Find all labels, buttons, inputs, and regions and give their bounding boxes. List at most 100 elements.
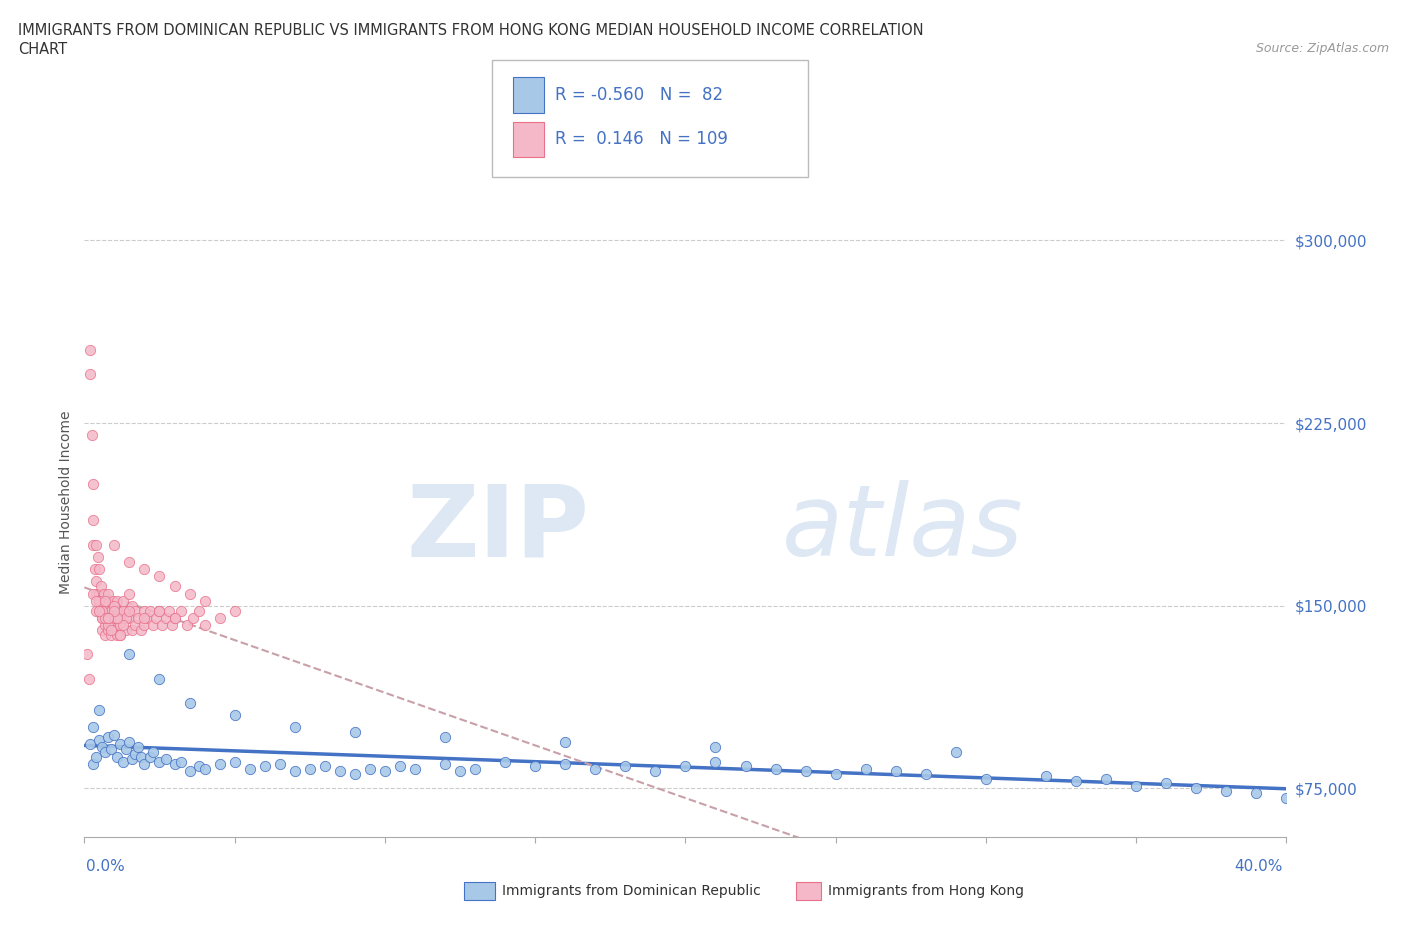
Point: [148, 604, 170, 618]
Point: [734, 759, 756, 774]
Point: [103, 604, 125, 618]
Point: [97, 610, 120, 625]
Point: [1095, 771, 1118, 786]
Point: [97, 618, 120, 632]
Point: [94, 628, 117, 643]
Point: [524, 759, 547, 774]
Point: [314, 759, 336, 774]
Point: [194, 618, 217, 632]
Point: [134, 604, 156, 618]
Point: [145, 610, 167, 625]
Point: [118, 610, 141, 625]
Point: [112, 604, 135, 618]
Point: [915, 766, 938, 781]
Point: [794, 764, 817, 778]
Point: [115, 610, 138, 625]
Point: [583, 762, 606, 777]
Point: [239, 762, 262, 777]
Point: [127, 739, 149, 754]
Point: [94, 593, 117, 608]
Point: [134, 562, 156, 577]
Text: R =  0.146   N = 109: R = 0.146 N = 109: [555, 130, 728, 149]
Point: [118, 604, 141, 618]
Point: [343, 766, 366, 781]
Point: [89, 703, 111, 718]
Point: [124, 747, 146, 762]
Point: [974, 771, 997, 786]
Point: [554, 735, 576, 750]
Point: [148, 604, 170, 618]
Point: [97, 610, 120, 625]
Point: [94, 610, 117, 625]
Point: [179, 764, 201, 778]
Point: [494, 754, 516, 769]
Point: [121, 751, 143, 766]
Point: [194, 593, 217, 608]
Point: [97, 610, 120, 625]
Point: [82, 538, 104, 552]
Point: [142, 744, 165, 759]
Point: [110, 628, 132, 643]
Point: [89, 732, 111, 747]
Text: Source: ZipAtlas.com: Source: ZipAtlas.com: [1256, 42, 1389, 55]
Point: [136, 610, 159, 625]
Point: [124, 604, 146, 618]
Point: [359, 762, 381, 777]
Point: [91, 610, 114, 625]
Point: [118, 586, 141, 601]
Point: [86, 586, 108, 601]
Point: [91, 604, 114, 618]
Point: [100, 628, 122, 643]
Point: [139, 750, 162, 764]
Point: [181, 610, 204, 625]
Point: [89, 593, 111, 608]
Point: [134, 618, 156, 632]
Point: [464, 762, 486, 777]
Point: [103, 604, 125, 618]
Point: [121, 622, 143, 637]
Point: [131, 622, 153, 637]
Point: [121, 598, 143, 613]
Point: [103, 727, 125, 742]
Point: [91, 610, 114, 625]
Point: [155, 610, 177, 625]
Point: [110, 610, 132, 625]
Point: [94, 604, 117, 618]
Point: [704, 754, 727, 769]
Point: [675, 759, 697, 774]
Point: [103, 610, 125, 625]
Point: [86, 750, 108, 764]
Point: [94, 618, 117, 632]
Point: [112, 754, 135, 769]
Point: [179, 586, 201, 601]
Point: [131, 750, 153, 764]
Point: [169, 754, 191, 769]
Text: 40.0%: 40.0%: [1234, 859, 1282, 874]
Point: [100, 604, 122, 618]
Point: [152, 618, 174, 632]
Point: [1156, 776, 1178, 790]
Point: [148, 754, 170, 769]
Point: [100, 618, 122, 632]
Point: [82, 586, 104, 601]
Point: [644, 764, 666, 778]
Point: [148, 569, 170, 584]
Point: [110, 604, 132, 618]
Point: [163, 610, 186, 625]
Point: [118, 647, 141, 662]
Point: [89, 562, 111, 577]
Point: [110, 618, 132, 632]
Point: [107, 610, 129, 625]
Point: [160, 618, 183, 632]
Point: [103, 622, 125, 637]
Point: [89, 604, 111, 618]
Point: [169, 604, 191, 618]
Point: [1185, 781, 1208, 796]
Point: [434, 756, 457, 771]
Point: [110, 628, 132, 643]
Point: [96, 593, 118, 608]
Point: [157, 604, 180, 618]
Point: [187, 759, 209, 774]
Point: [284, 764, 307, 778]
Point: [134, 610, 156, 625]
